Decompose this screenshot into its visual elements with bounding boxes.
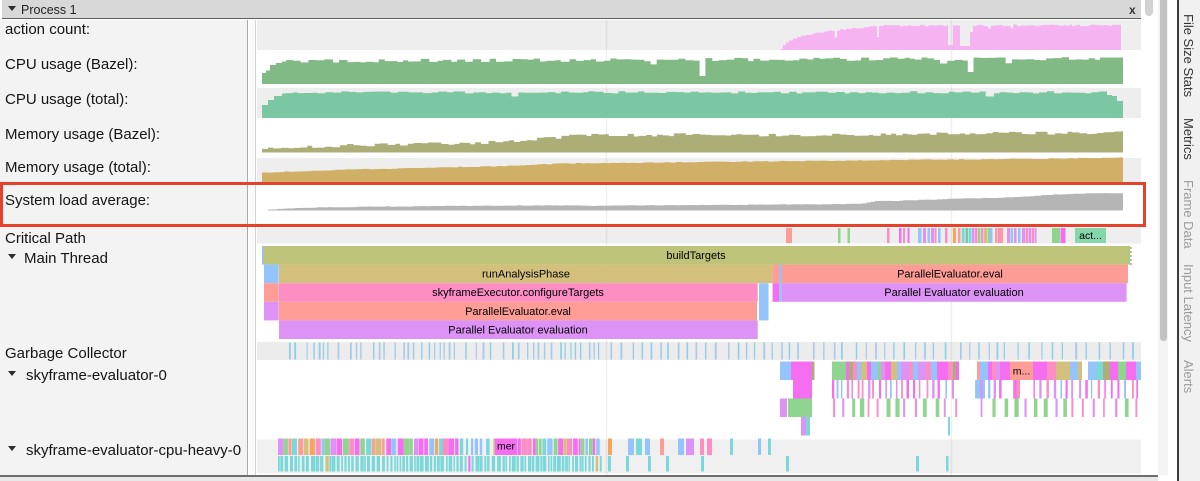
- svg-text:runAnalysisPhase: runAnalysisPhase: [482, 269, 570, 281]
- svg-text:act...: act...: [1079, 230, 1102, 242]
- svg-text:m...: m...: [1013, 366, 1031, 378]
- svg-text:Parallel Evaluator evaluation: Parallel Evaluator evaluation: [448, 324, 587, 336]
- svg-text:Parallel Evaluator evaluation: Parallel Evaluator evaluation: [884, 287, 1023, 299]
- svg-text:mer: mer: [497, 441, 516, 453]
- svg-text:skyframeExecutor.configureTarg: skyframeExecutor.configureTargets: [432, 287, 604, 299]
- svg-text:buildTargets: buildTargets: [666, 250, 726, 262]
- svg-text:ParallelEvaluator.eval: ParallelEvaluator.eval: [897, 269, 1003, 281]
- svg-text:ParallelEvaluator.eval: ParallelEvaluator.eval: [465, 306, 571, 318]
